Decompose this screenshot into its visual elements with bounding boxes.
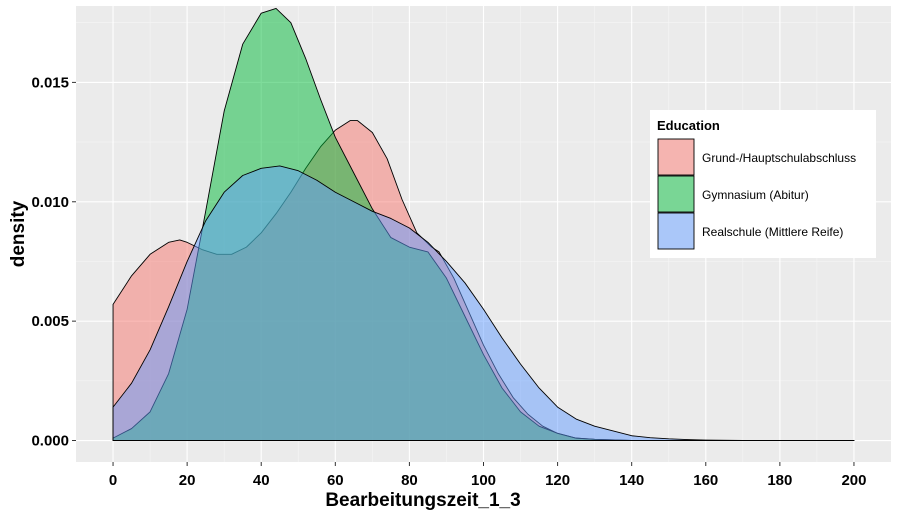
x-axis-label: Bearbeitungszeit_1_3 [325, 490, 520, 511]
y-tick-label: 0.015 [31, 74, 69, 91]
legend-items: Grund-/Hauptschulabschluss Gymnasium (Abi… [657, 138, 856, 250]
density-area-series-3 [112, 165, 855, 441]
x-tick-label: 140 [619, 472, 644, 489]
y-tick-label: 0.010 [31, 194, 69, 211]
x-tick-label: 180 [767, 472, 792, 489]
y-tick-label: 0.005 [31, 313, 69, 330]
density-areas [112, 7, 855, 441]
legend-label-3: Realschule (Mittlere Reife) [702, 225, 843, 239]
x-tick-label: 0 [109, 472, 117, 489]
y-axis: 0.000 0.005 0.010 0.015 [31, 74, 76, 450]
legend-title: Education [657, 118, 720, 133]
legend: Education Grund-/Hauptschulabschluss Gymn… [650, 110, 876, 258]
x-tick-label: 120 [545, 472, 570, 489]
legend-swatch-1 [657, 138, 695, 176]
y-axis-label: density [8, 200, 29, 267]
legend-swatch-3 [657, 212, 695, 250]
y-tick-label: 0.000 [31, 433, 69, 450]
x-tick-label: 80 [401, 472, 418, 489]
x-axis: 0 20 40 60 80 100 120 140 160 180 200 [109, 462, 866, 489]
x-tick-label: 160 [693, 472, 718, 489]
x-tick-label: 40 [253, 472, 270, 489]
x-tick-label: 200 [841, 472, 866, 489]
legend-label-1: Grund-/Hauptschulabschluss [702, 151, 856, 165]
legend-label-2: Gymnasium (Abitur) [702, 188, 809, 202]
x-tick-label: 60 [327, 472, 344, 489]
x-tick-label: 100 [471, 472, 496, 489]
legend-swatch-2 [657, 175, 695, 213]
x-tick-label: 20 [179, 472, 196, 489]
